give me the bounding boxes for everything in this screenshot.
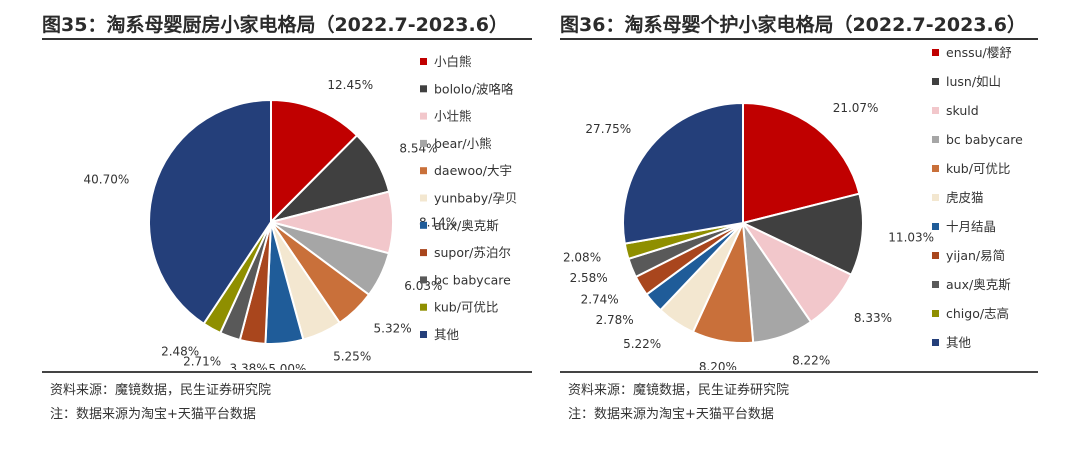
chart-panel-right: 图36：淘系母婴个护小家电格局（2022.7-2023.6） 21.07% 11.…: [560, 0, 1038, 467]
legend-label: aux/奥克斯: [946, 277, 1011, 292]
slice-value-label: 2.58%: [570, 271, 608, 285]
pie-slice: [622, 101, 744, 245]
legend-swatch: [420, 331, 427, 338]
slice-value-label: 8.22%: [792, 354, 830, 368]
slice-value-label: 8.14%: [419, 216, 457, 230]
legend-label: supor/苏泊尔: [434, 245, 511, 260]
slice-value-label: 2.48%: [161, 344, 199, 358]
legend-swatch: [420, 249, 427, 257]
legend-label: bc babycare: [946, 132, 1023, 147]
slice-value-label: 8.54%: [399, 141, 437, 155]
legend-swatch: [420, 85, 427, 93]
chart-panel-left: 图35：淘系母婴厨房小家电格局（2022.7-2023.6） 12.45% 8.5…: [42, 0, 532, 467]
legend-swatch: [932, 165, 939, 172]
legend-label: enssu/樱舒: [946, 45, 1012, 60]
slice-value-label: 2.78%: [596, 313, 634, 327]
legend-swatch: [932, 339, 939, 346]
slice-value-label: 27.75%: [585, 122, 631, 136]
pie-slice: [742, 101, 861, 225]
legend-label: yunbaby/孕贝: [434, 191, 517, 206]
legend-swatch: [932, 223, 939, 230]
slice-value-label: 3.38%: [230, 361, 268, 370]
source-note: 资料来源：魔镜数据，民生证券研究院: [50, 383, 272, 398]
legend-label: daewoo/大宇: [434, 163, 512, 178]
slice-value-label: 8.33%: [854, 311, 892, 325]
legend-swatch: [420, 112, 427, 120]
slice-value-label: 40.70%: [84, 172, 130, 186]
legend-label: bear/小熊: [434, 136, 492, 151]
pie-chart-kitchen-appliances: 12.45% 8.54% 8.14% 6.03% 5.32%5.25% 5.00%3.38…: [84, 54, 518, 370]
legend-label: lusn/如山: [946, 74, 1001, 89]
footer-rule: [42, 371, 532, 373]
legend-label: bololo/波咯咯: [434, 81, 514, 96]
slice-value-label: 8.20%: [699, 360, 737, 370]
legend-swatch: [932, 194, 939, 201]
slice-value-label: 11.03%: [888, 231, 934, 245]
legend-swatch: [420, 221, 427, 229]
legend-swatch: [420, 276, 427, 284]
legend-swatch: [932, 310, 939, 317]
slice-value-label: 5.22%: [623, 337, 661, 351]
legend-label: 其他: [946, 335, 972, 350]
legend-label: aux/奥克斯: [434, 218, 499, 233]
chart-title: 图35：淘系母婴厨房小家电格局（2022.7-2023.6）: [42, 14, 508, 36]
legend-swatch: [932, 107, 939, 114]
pie-slice: [270, 98, 359, 225]
slice-value-label: 2.08%: [563, 250, 601, 264]
slice-value-label: 12.45%: [327, 78, 373, 92]
legend-swatch: [420, 167, 427, 175]
legend-label: 小壮熊: [434, 109, 472, 124]
legend-swatch: [932, 78, 939, 85]
legend-label: yijan/易简: [946, 248, 1005, 263]
legend-swatch: [420, 139, 427, 147]
slice-value-label: 5.32%: [374, 322, 412, 336]
chart-title: 图36：淘系母婴个护小家电格局（2022.7-2023.6）: [560, 14, 1026, 36]
legend-label: chigo/志高: [946, 306, 1009, 321]
slice-value-label: 2.74%: [581, 293, 619, 307]
legend-label: 虎皮猫: [946, 190, 984, 205]
legend-swatch: [932, 252, 939, 259]
legend-swatch: [420, 58, 427, 65]
slice-value-label: 6.03%: [404, 279, 442, 293]
legend-swatch: [932, 49, 939, 56]
pie-slice: [740, 192, 864, 277]
legend-swatch: [932, 136, 939, 143]
data-note: 注：数据来源为淘宝+天猫平台数据: [568, 407, 774, 422]
slice-value-label: 5.25%: [333, 349, 371, 363]
pie-slice: [148, 98, 272, 326]
data-note: 注：数据来源为淘宝+天猫平台数据: [50, 407, 256, 422]
legend-label: 十月结晶: [946, 219, 996, 234]
legend-label: 其他: [434, 327, 460, 342]
slice-value-label: 5.00%: [268, 362, 306, 370]
legend-label: kub/可优比: [434, 300, 498, 315]
legend-swatch: [932, 281, 939, 288]
footer-rule: [560, 371, 1038, 373]
title-rule: [560, 38, 1038, 40]
legend-swatch: [420, 194, 427, 202]
legend-label: kub/可优比: [946, 161, 1010, 176]
legend-label: bc babycare: [434, 272, 511, 287]
legend-label: 小白熊: [434, 54, 472, 69]
title-rule: [42, 38, 532, 40]
slice-value-label: 2.71%: [183, 354, 221, 368]
slice-value-label: 21.07%: [833, 101, 879, 115]
legend-swatch: [420, 303, 427, 311]
source-note: 资料来源：魔镜数据，民生证券研究院: [568, 383, 790, 398]
legend-label: skuld: [946, 103, 979, 118]
pie-chart-personal-care-appliances: 21.07% 11.03% 8.33% 8.22% 8.20% 5.22% 2.78% 2.7…: [563, 45, 1023, 370]
